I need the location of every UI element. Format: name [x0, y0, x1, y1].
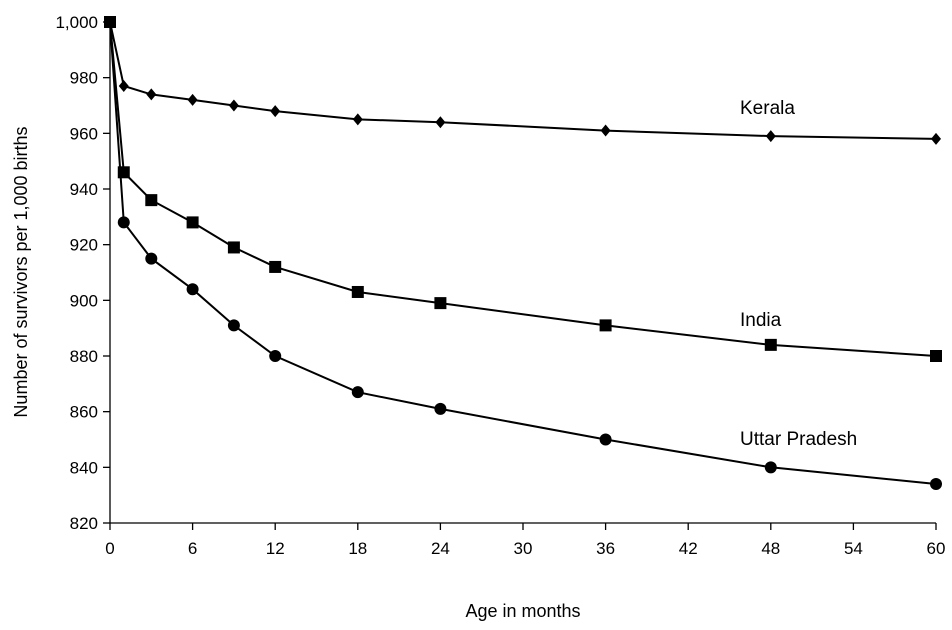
y-tick-label: 980 [70, 69, 98, 88]
data-point-uttar-pradesh [186, 283, 199, 296]
data-point-india [117, 166, 130, 179]
data-point-kerala [270, 105, 281, 118]
data-point-uttar-pradesh [351, 386, 364, 399]
y-tick-label: 1,000 [55, 13, 98, 32]
data-point-kerala [931, 132, 941, 145]
y-axis-label: Number of survivors per 1,000 births [11, 126, 31, 417]
x-tick-label: 24 [431, 539, 450, 558]
y-tick-label: 820 [70, 514, 98, 533]
data-point-uttar-pradesh [269, 350, 282, 362]
data-point-uttar-pradesh [930, 478, 942, 491]
x-tick-label: 12 [266, 539, 285, 558]
data-point-india [764, 338, 777, 351]
data-point-india [227, 241, 240, 254]
y-tick-label: 960 [70, 124, 98, 143]
y-tick-label: 940 [70, 180, 98, 199]
y-tick-label: 860 [70, 403, 98, 422]
data-point-kerala [600, 124, 611, 137]
data-point-india [434, 297, 447, 310]
data-point-uttar-pradesh [104, 16, 116, 28]
series-label-india: India [740, 310, 782, 331]
data-point-uttar-pradesh [764, 461, 777, 474]
y-tick-label: 900 [70, 291, 98, 310]
data-point-uttar-pradesh [117, 216, 130, 229]
data-point-india [186, 216, 199, 229]
y-tick-label: 880 [70, 347, 98, 366]
data-point-uttar-pradesh [599, 433, 612, 446]
data-point-uttar-pradesh [145, 252, 158, 265]
data-point-india [145, 194, 158, 207]
x-tick-label: 6 [188, 539, 197, 558]
series-label-uttar-pradesh: Uttar Pradesh [740, 429, 857, 450]
x-tick-label: 54 [844, 539, 863, 558]
y-tick-label: 840 [70, 458, 98, 477]
series-label-kerala: Kerala [740, 98, 795, 119]
x-tick-label: 36 [596, 539, 615, 558]
series-markers [104, 16, 942, 491]
x-tick-label: 30 [514, 539, 533, 558]
data-point-kerala [228, 99, 239, 112]
series-line-kerala [109, 21, 937, 140]
data-point-india [269, 260, 282, 273]
x-axis-label: Age in months [465, 601, 580, 621]
series-line-india [109, 21, 937, 357]
data-point-kerala [352, 113, 363, 126]
data-point-uttar-pradesh [227, 319, 240, 332]
data-point-india [930, 350, 942, 362]
data-point-kerala [187, 93, 198, 106]
x-axis-ticks: 0 6 12 18 24 30 36 42 48 54 60 [105, 523, 945, 558]
x-tick-label: 48 [761, 539, 780, 558]
series-labels: Kerala India Uttar Pradesh [740, 98, 857, 450]
x-tick-label: 42 [679, 539, 698, 558]
x-tick-label: 60 [927, 539, 946, 558]
data-point-kerala [146, 88, 157, 101]
data-point-india [351, 285, 364, 298]
data-point-kerala [118, 80, 129, 93]
x-tick-label: 18 [348, 539, 367, 558]
data-point-kerala [765, 130, 776, 143]
data-point-india [599, 319, 612, 332]
data-point-uttar-pradesh [434, 402, 447, 415]
data-point-kerala [435, 116, 446, 129]
y-tick-label: 920 [70, 236, 98, 255]
x-tick-label: 0 [105, 539, 114, 558]
y-axis-ticks: 820 840 860 880 900 920 940 960 980 1,000 [55, 13, 110, 533]
